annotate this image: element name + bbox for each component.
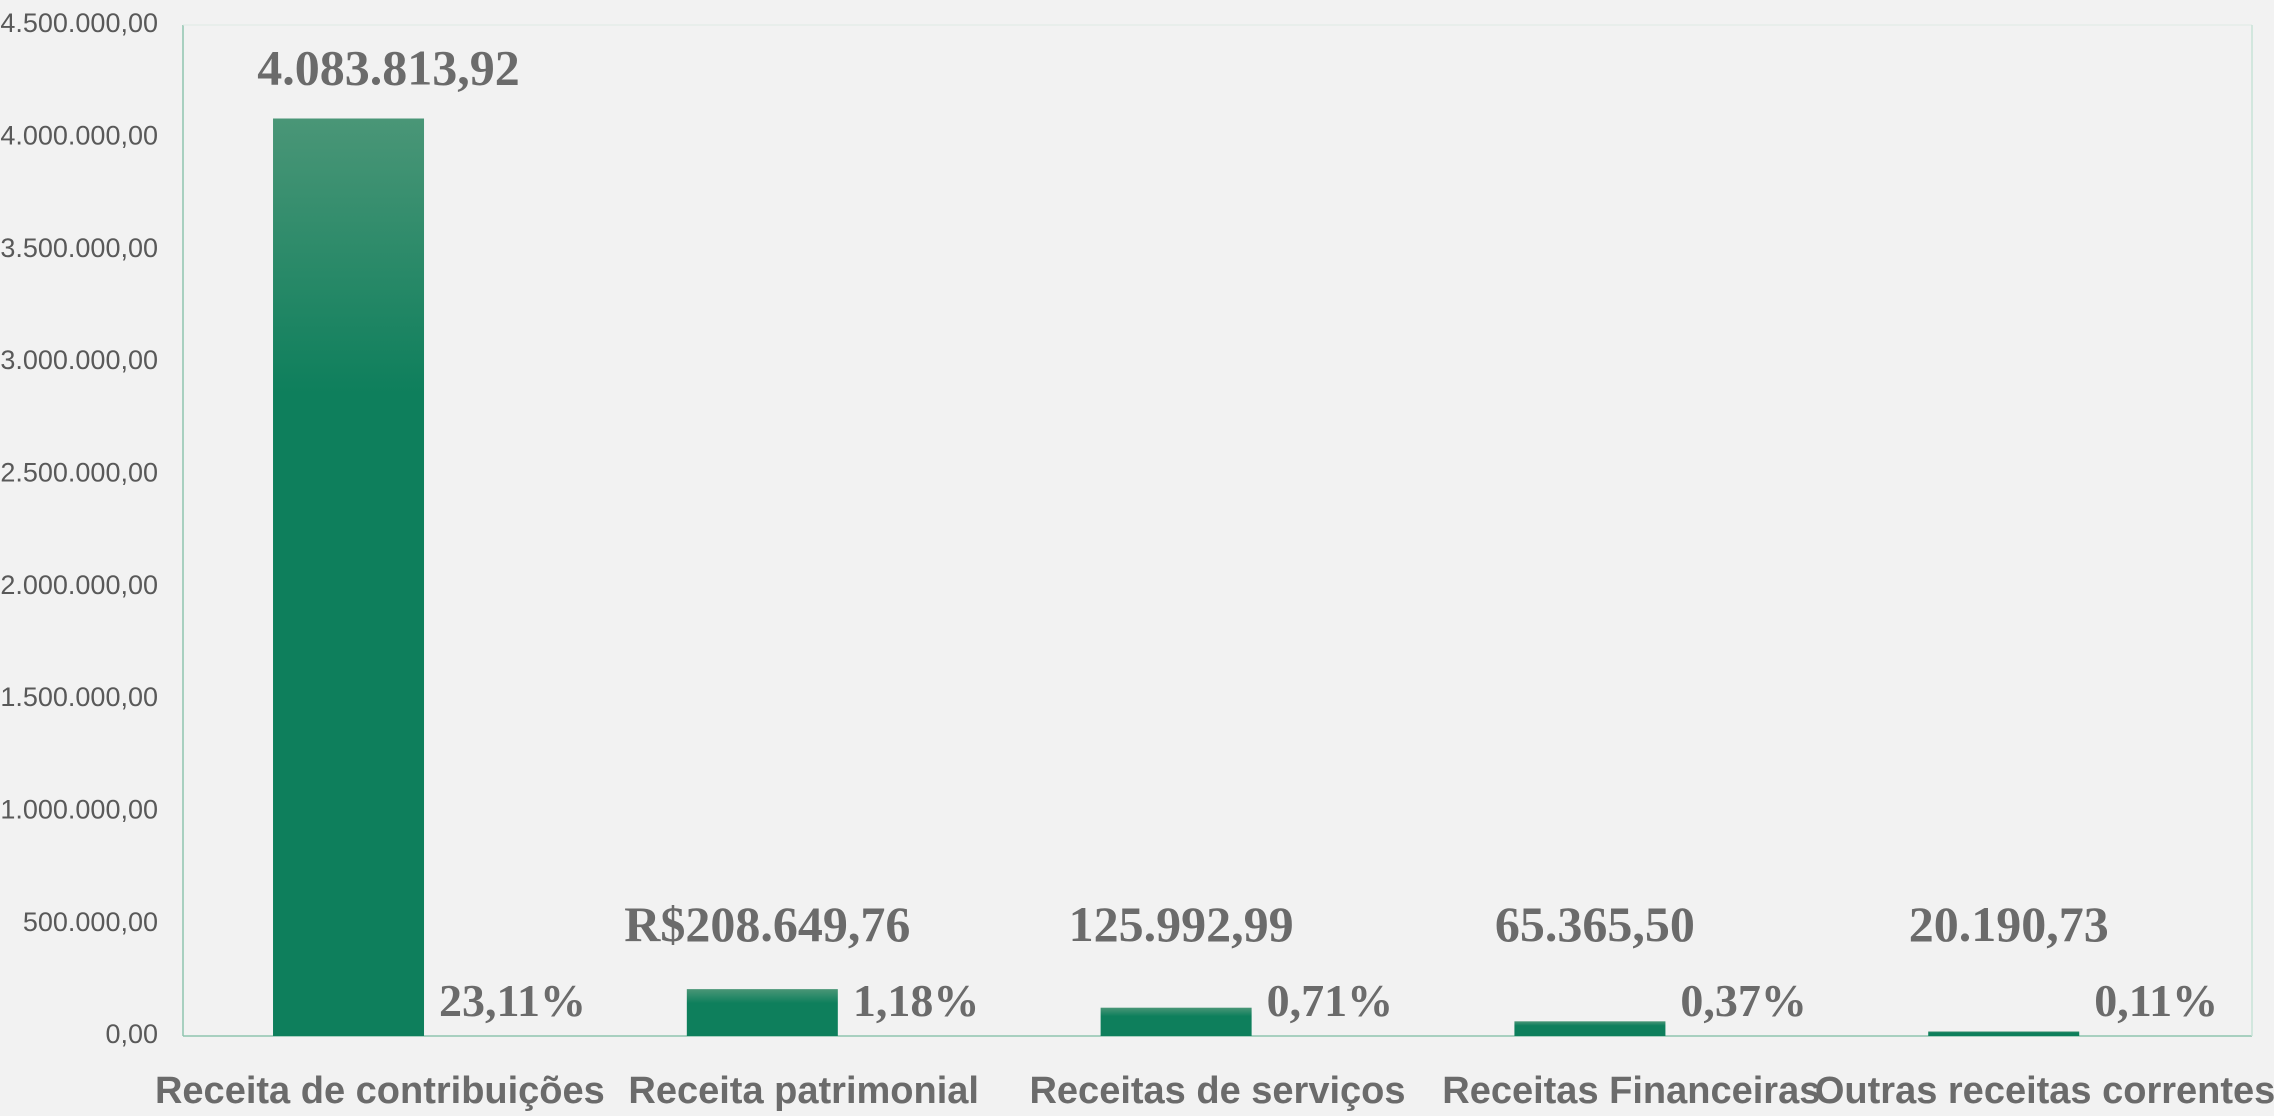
category-label: Receitas de serviços (1029, 1070, 1405, 1111)
percent-label: 0,37% (1680, 975, 1807, 1026)
y-tick-label: 1.500.000,00 (0, 682, 158, 712)
y-tick-label: 2.500.000,00 (0, 457, 158, 487)
y-tick-label: 3.000.000,00 (0, 345, 158, 375)
bars (273, 118, 2080, 1037)
value-label: 4.083.813,92 (257, 40, 520, 96)
value-label: R$208.649,76 (624, 896, 910, 952)
bar (1928, 1031, 2080, 1036)
category-label: Receita patrimonial (628, 1070, 979, 1111)
y-axis-ticks: 0,00 500.000,00 1.000.000,00 1.500.000,00 2.… (0, 8, 158, 1049)
percent-label: 0,71% (1267, 975, 1394, 1026)
bar (1514, 1021, 1666, 1036)
y-tick-label: 4.000.000,00 (0, 120, 158, 150)
y-tick-label: 4.500.000,00 (0, 8, 158, 38)
bar (273, 118, 425, 1037)
category-label: Receitas Financeiras (1442, 1070, 1820, 1111)
bar (1100, 1007, 1252, 1036)
percent-label: 23,11% (439, 975, 586, 1026)
value-label: 125.992,99 (1069, 896, 1294, 952)
category-label: Receita de contribuições (155, 1070, 605, 1111)
value-label: 20.190,73 (1909, 896, 2109, 952)
percent-label: 0,11% (2094, 975, 2218, 1026)
y-tick-label: 0,00 (105, 1019, 158, 1049)
y-tick-label: 1.000.000,00 (0, 794, 158, 824)
y-tick-label: 500.000,00 (23, 907, 158, 937)
bar (686, 989, 838, 1036)
y-tick-label: 3.500.000,00 (0, 233, 158, 263)
y-tick-label: 2.000.000,00 (0, 570, 158, 600)
axes (182, 24, 2253, 1037)
value-label: 65.365,50 (1495, 896, 1695, 952)
labels: 4.083.813,92 23,11% Receita de contribuiçõ… (155, 40, 2274, 1112)
category-label: Outras receitas correntes (1815, 1070, 2274, 1111)
percent-label: 1,18% (853, 975, 980, 1026)
